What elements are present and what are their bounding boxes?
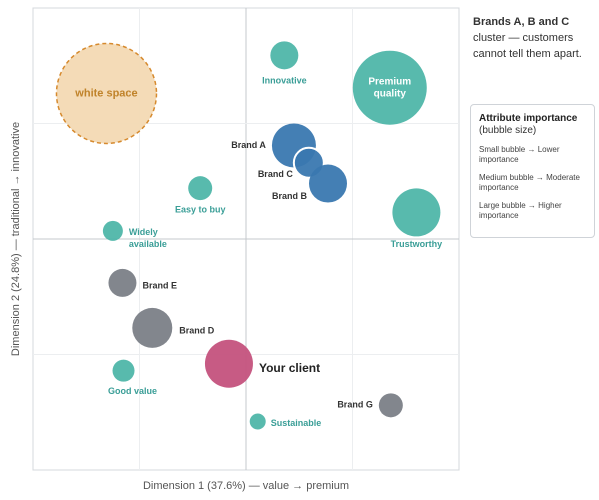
bubble-label: Brand G [337, 400, 373, 410]
bubble-label: Sustainable [271, 418, 322, 428]
bubble-label: Premium quality [368, 76, 411, 99]
bubble [204, 339, 253, 388]
bubble-label: Brand E [142, 280, 177, 290]
bubble [378, 393, 403, 418]
bubble [188, 176, 213, 201]
bubble-label: Innovative [262, 76, 307, 86]
bubble-label: Brand A [231, 140, 266, 150]
annotation-title: Brands A, B and C [473, 16, 570, 28]
chart: Dimension 1 (37.6%) — value → premium Di… [10, 7, 460, 492]
annotation: Brands A, B and C cluster — customers ca… [473, 14, 593, 62]
legend-item: Large bubble → Higher importance [479, 201, 562, 220]
y-axis-label: Dimension 2 (24.8%) — traditional → inno… [10, 122, 22, 356]
bubble-label: Trustworthy [391, 239, 443, 249]
bubble [112, 359, 135, 382]
bubble-label: Your client [259, 361, 320, 375]
bubble-label: Brand D [179, 325, 215, 335]
bubble [249, 413, 266, 430]
legend: Attribute importance (bubble size) Small… [470, 104, 595, 238]
bubble-label: white space [74, 87, 137, 99]
bubble-label: Brand B [272, 191, 308, 201]
bubble-label: Brand C [258, 169, 294, 179]
bubble [55, 42, 158, 145]
legend-subtitle: (bubble size) [479, 125, 537, 136]
bubble-label: Widely available [129, 227, 167, 249]
legend-title: Attribute importance [479, 113, 578, 124]
bubble [102, 220, 123, 241]
x-axis-label: Dimension 1 (37.6%) — value → premium [143, 480, 349, 492]
bubble [270, 41, 299, 70]
bubble [309, 164, 348, 203]
legend-item: Small bubble → Lower importance [479, 145, 560, 164]
bubble [108, 268, 137, 297]
bubble [352, 50, 427, 125]
bubble [392, 188, 441, 237]
bubble-label: Easy to buy [175, 205, 226, 215]
legend-item: Medium bubble → Moderate importance [479, 173, 580, 192]
annotation-text: cluster — customers cannot tell them apa… [473, 32, 582, 60]
bubble-label: Good value [108, 386, 157, 396]
bubble [132, 307, 173, 348]
